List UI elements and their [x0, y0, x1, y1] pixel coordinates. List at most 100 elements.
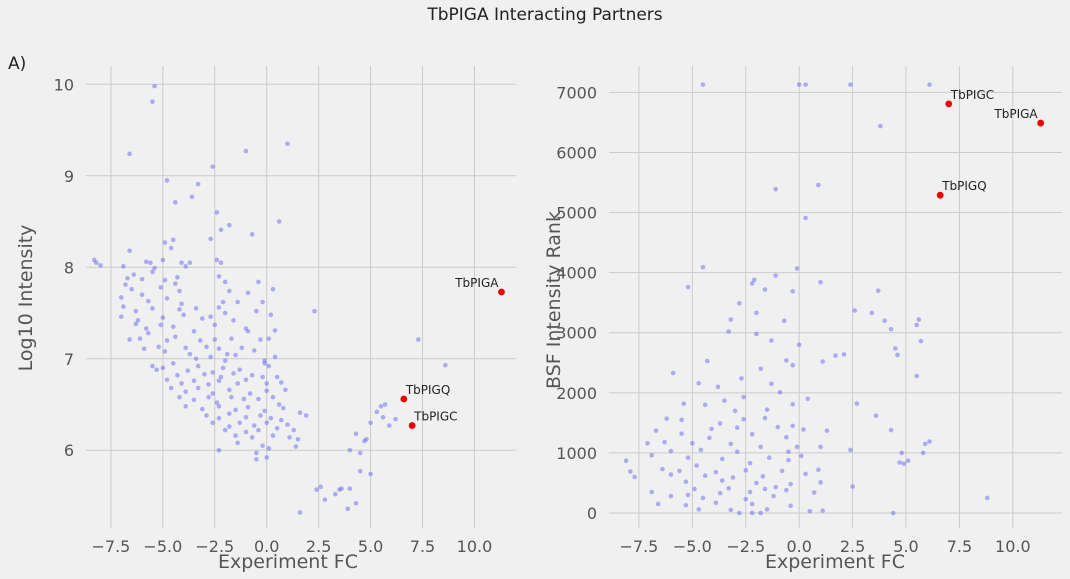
data-point — [728, 317, 734, 322]
data-point — [285, 422, 290, 427]
data-point — [141, 346, 147, 351]
data-point — [212, 337, 218, 342]
data-point — [268, 415, 274, 421]
highlight-point — [936, 191, 944, 199]
data-point — [773, 484, 778, 490]
data-point — [183, 389, 189, 394]
annotations-right: TbPIGA TbPIGC TbPIGQ — [941, 88, 1038, 193]
data-point — [816, 182, 821, 188]
data-point — [202, 372, 207, 377]
y-tick-label: 1000 — [556, 444, 597, 463]
y-tick-label: 5000 — [556, 204, 597, 223]
data-point — [754, 480, 759, 486]
data-point — [762, 415, 768, 421]
data-point — [179, 260, 184, 265]
data-point — [212, 322, 218, 328]
data-point — [137, 336, 143, 341]
highlight-points-right — [936, 100, 1045, 199]
data-point — [173, 281, 178, 287]
data-point — [121, 264, 126, 269]
data-point — [692, 486, 697, 492]
data-point — [222, 358, 228, 363]
data-point — [170, 324, 176, 330]
data-point — [146, 330, 151, 336]
data-point — [160, 257, 166, 263]
data-point — [702, 402, 708, 408]
data-point — [254, 308, 259, 314]
data-point — [747, 489, 753, 495]
data-point — [133, 321, 139, 327]
data-point — [297, 510, 303, 515]
data-point — [690, 440, 695, 446]
highlight-point — [498, 288, 505, 296]
data-point — [732, 408, 738, 414]
data-point — [719, 456, 725, 462]
data-point — [150, 306, 155, 311]
highlight-point — [1037, 119, 1045, 127]
x-tick-label: −7.5 — [619, 537, 658, 556]
data-point — [784, 358, 789, 363]
data-point — [94, 260, 99, 265]
data-point — [368, 471, 373, 477]
data-point — [623, 458, 629, 464]
data-point — [297, 410, 303, 416]
data-point — [119, 295, 124, 300]
data-point — [345, 506, 351, 512]
data-point — [210, 164, 216, 169]
data-point — [841, 352, 847, 357]
data-point — [256, 279, 261, 285]
data-point — [848, 447, 853, 453]
data-point — [247, 391, 253, 396]
data-point — [769, 338, 774, 343]
data-point — [160, 315, 166, 320]
data-point — [709, 426, 714, 432]
data-point — [717, 490, 723, 496]
data-point — [187, 351, 193, 357]
data-point — [208, 354, 213, 360]
data-point — [752, 277, 757, 283]
y-tick-label: 0 — [587, 504, 597, 523]
data-point — [715, 384, 721, 390]
data-point — [818, 279, 823, 285]
data-point — [852, 308, 858, 313]
data-point — [183, 404, 189, 409]
data-point — [216, 274, 222, 279]
data-point — [818, 444, 823, 450]
data-point — [764, 507, 770, 512]
data-point — [195, 181, 201, 187]
data-point — [216, 378, 222, 384]
data-point — [164, 178, 170, 183]
data-point — [784, 487, 789, 493]
data-point — [220, 299, 226, 305]
y-tick-label: 6000 — [556, 144, 597, 163]
data-point — [811, 490, 817, 495]
data-point — [378, 404, 384, 409]
x-tick-label: 0.0 — [786, 537, 811, 556]
x-axis-label-left: Experiment FC — [218, 551, 358, 573]
data-point — [177, 394, 182, 400]
data-point — [210, 391, 216, 396]
data-point — [208, 236, 213, 242]
data-point — [179, 381, 184, 386]
point-annotation: TbPIGC — [413, 410, 457, 424]
data-point — [984, 495, 990, 501]
data-point — [129, 286, 135, 292]
data-point — [181, 312, 186, 318]
data-point — [262, 361, 267, 366]
data-point — [139, 276, 145, 282]
scatter-panel-left: TbPIGA TbPIGQ TbPIGC −7.5 −5.0 −2.5 0.0 2.5 5.0… — [15, 66, 516, 573]
data-point — [888, 326, 894, 332]
data-point — [339, 486, 344, 491]
highlight-point — [400, 395, 408, 403]
data-point — [227, 288, 232, 294]
grid-left — [86, 66, 516, 528]
data-point — [179, 301, 184, 307]
data-point — [254, 457, 259, 462]
data-point — [210, 370, 216, 375]
y-axis-label-right: BSF Intensity Rank — [543, 211, 565, 389]
data-point — [222, 427, 228, 433]
x-tick-label: −2.5 — [195, 537, 234, 556]
x-tick-label: 5.0 — [358, 537, 383, 556]
data-point — [295, 436, 301, 442]
data-point — [227, 411, 232, 416]
